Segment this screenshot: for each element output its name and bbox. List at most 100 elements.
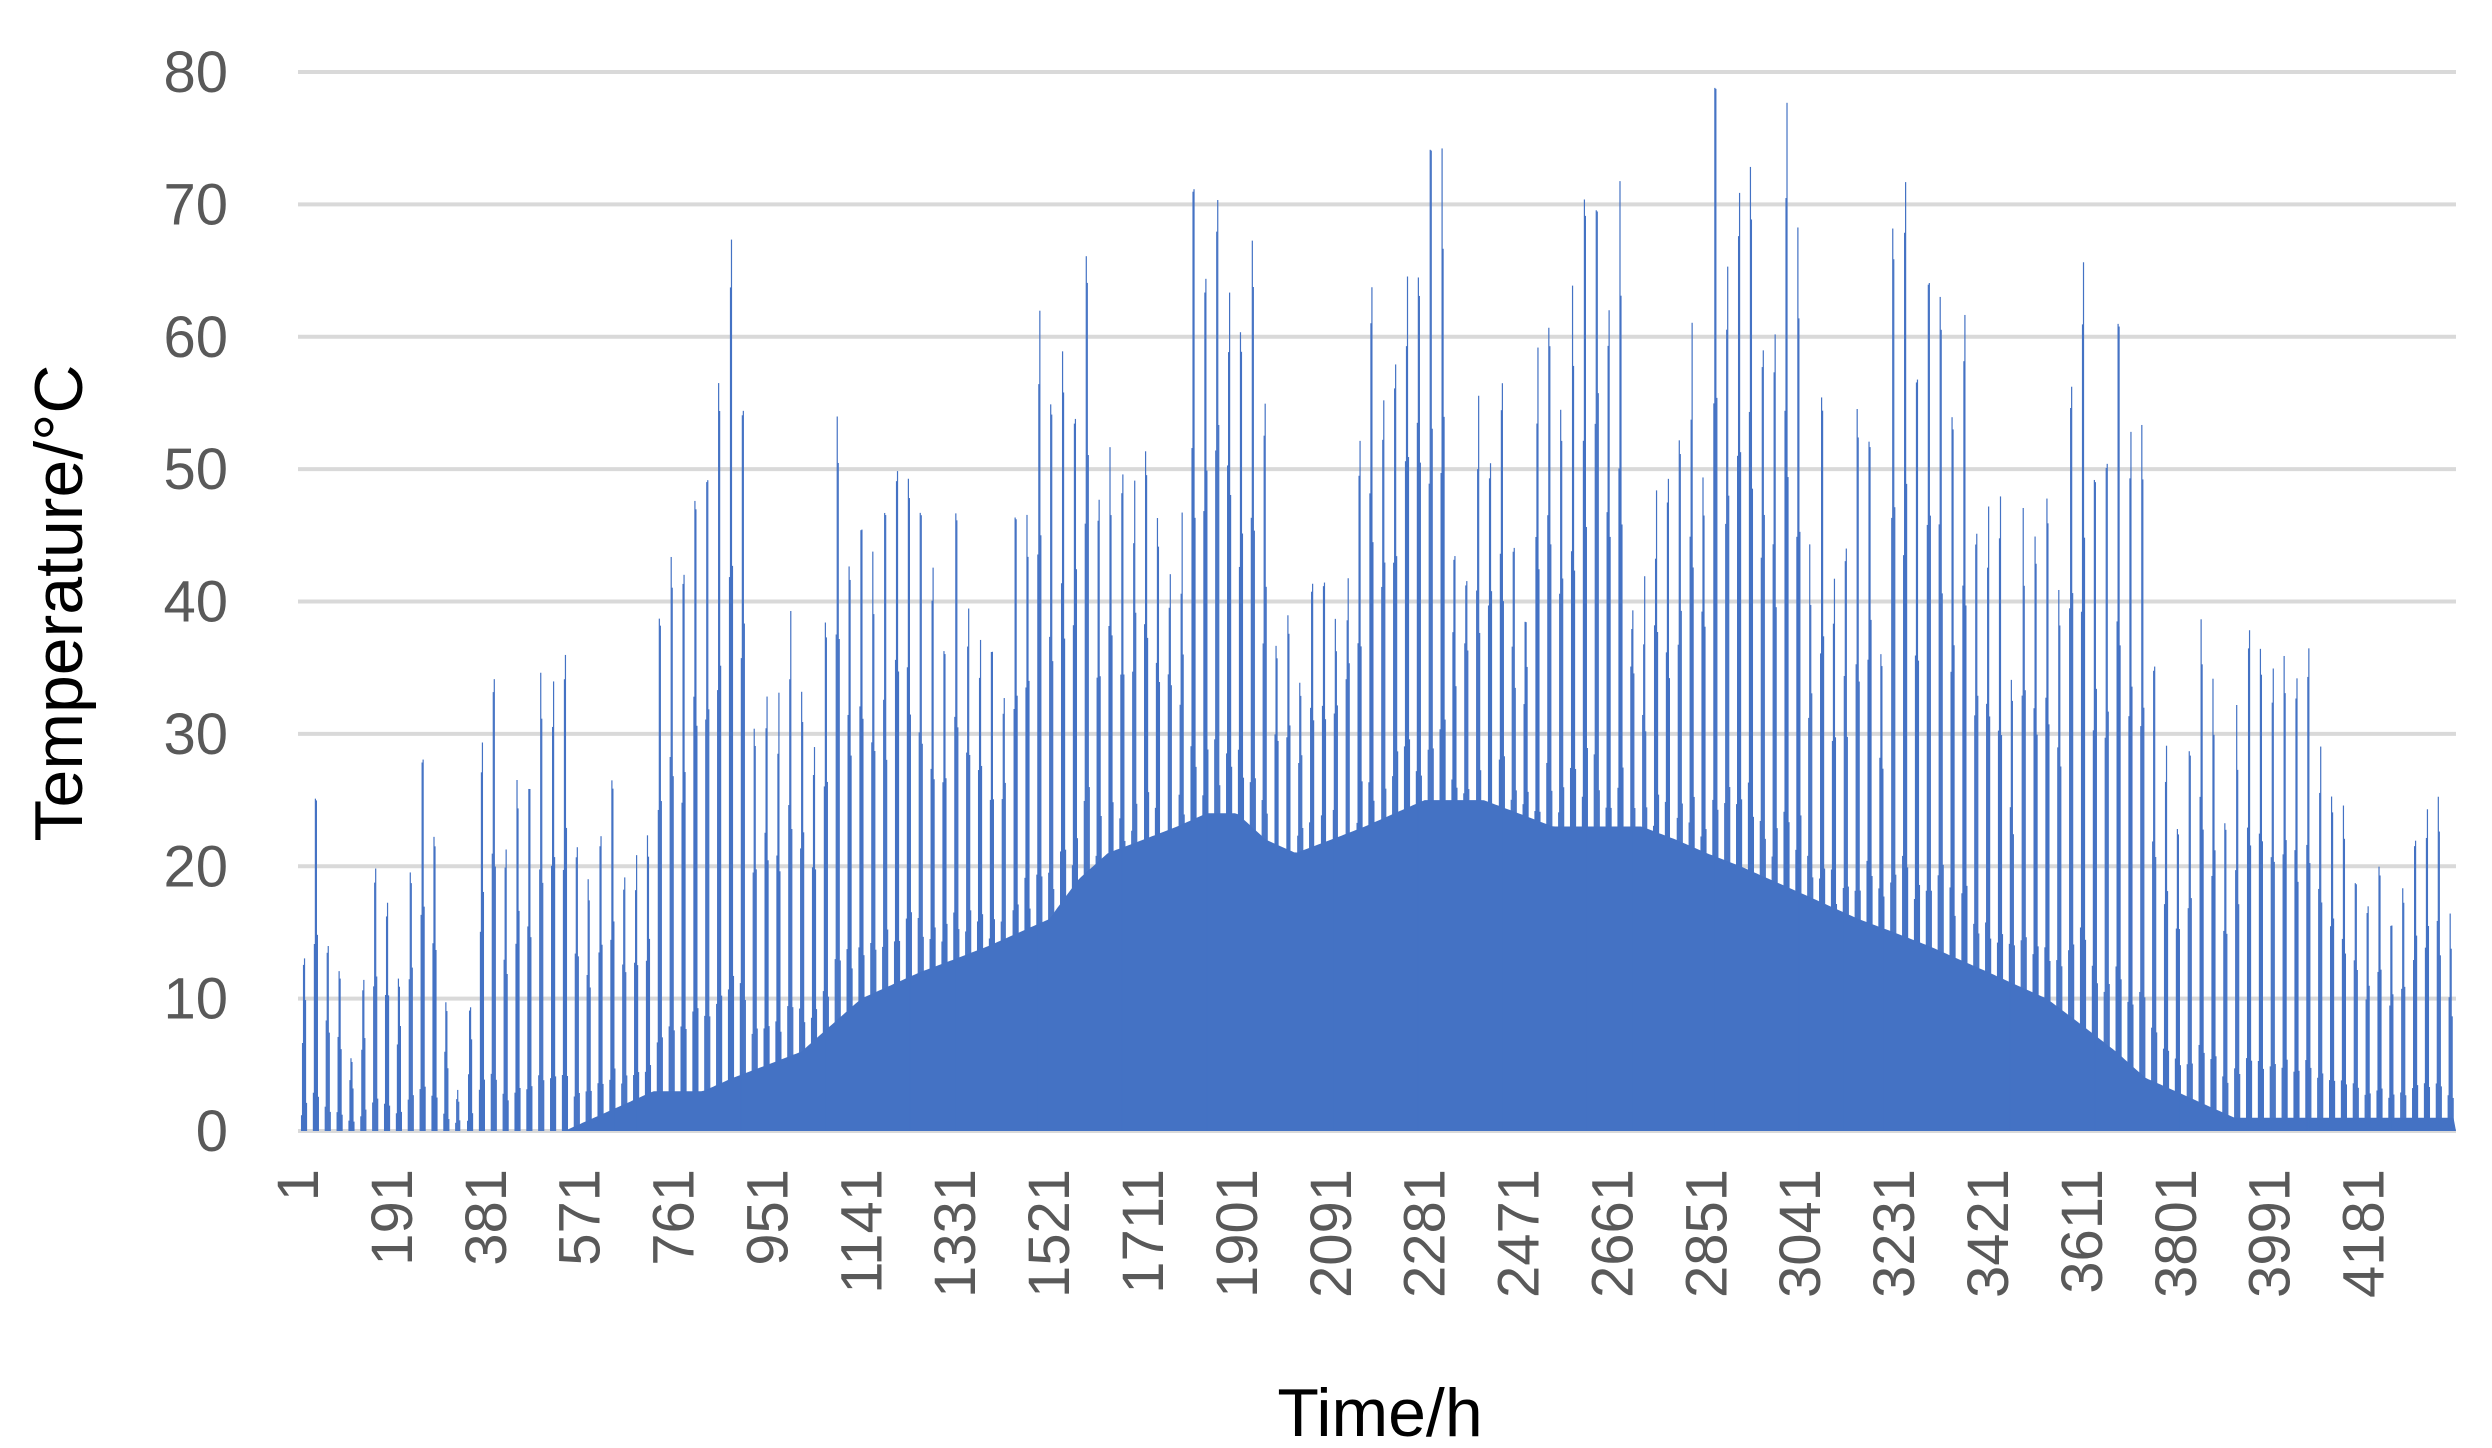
temperature-bar xyxy=(1135,612,1137,1131)
temperature-bar xyxy=(2190,898,2192,1131)
temperature-bar xyxy=(1467,650,1469,1131)
temperature-bar xyxy=(1385,788,1387,1131)
temperature-bar xyxy=(1405,346,1408,1131)
y-tick-label: 20 xyxy=(163,834,228,899)
temperature-bar xyxy=(2128,716,2130,1131)
temperature-bar xyxy=(1608,310,1610,1131)
temperature-bar xyxy=(1598,790,1600,1131)
temperature-bar xyxy=(1074,418,1077,1131)
temperature-bar xyxy=(894,659,897,1131)
temperature-bar xyxy=(1704,626,1706,1131)
temperature-bar xyxy=(2449,913,2451,1131)
temperature-bar xyxy=(1063,638,1066,1131)
temperature-bar xyxy=(1701,611,1703,1131)
x-tick-label: 2091 xyxy=(1299,1169,1364,1298)
temperature-bar xyxy=(2188,751,2190,1131)
temperature-bar xyxy=(326,952,328,1131)
temperature-bar xyxy=(1621,524,1623,1131)
temperature-bar xyxy=(1796,536,1798,1131)
temperature-bar xyxy=(658,618,660,1131)
temperature-bar xyxy=(503,959,505,1131)
temperature-bar xyxy=(1905,182,1907,1132)
temperature-bar xyxy=(1644,576,1646,1131)
temperature-bar xyxy=(2057,747,2059,1131)
temperature-bar xyxy=(2272,668,2274,1131)
temperature-bar xyxy=(1158,682,1161,1131)
temperature-bar xyxy=(2079,927,2082,1131)
y-tick-label: 80 xyxy=(163,40,228,105)
temperature-bar xyxy=(1108,626,1110,1131)
temperature-bar xyxy=(2307,676,2309,1131)
x-tick-label: 2471 xyxy=(1487,1169,1552,1298)
temperature-bar xyxy=(1264,403,1266,1131)
temperature-bar xyxy=(1190,746,1192,1131)
temperature-bar xyxy=(637,1072,640,1131)
temperature-bar xyxy=(837,462,839,1132)
temperature-bar xyxy=(1076,838,1078,1131)
temperature-bar xyxy=(436,1097,438,1131)
temperature-bar xyxy=(396,1044,399,1131)
temperature-bar xyxy=(929,939,931,1131)
temperature-bar xyxy=(1571,285,1574,1131)
temperature-bar xyxy=(1229,494,1232,1131)
temperature-bar xyxy=(1510,799,1512,1131)
temperature-bar xyxy=(887,929,889,1131)
temperature-bar xyxy=(741,415,743,1131)
temperature-bar xyxy=(1834,737,1837,1131)
temperature-bar xyxy=(2009,807,2011,1131)
temperature-bar xyxy=(766,696,768,1131)
temperature-bar xyxy=(1692,567,1694,1131)
temperature-bar xyxy=(2046,498,2048,1131)
temperature-bar xyxy=(1655,490,1658,1131)
temperature-bar xyxy=(2319,792,2321,1131)
temperature-bar xyxy=(1812,877,1814,1131)
temperature-bar xyxy=(1808,717,1810,1131)
temperature-bar xyxy=(1324,719,1327,1131)
temperature-bar xyxy=(1261,800,1263,1131)
temperature-bar xyxy=(1202,795,1204,1131)
temperature-bar xyxy=(467,1120,469,1131)
temperature-bar xyxy=(2084,939,2087,1131)
temperature-bar xyxy=(443,1113,445,1131)
temperature-bar xyxy=(585,1091,587,1131)
temperature-bar xyxy=(562,869,565,1131)
temperature-bar xyxy=(1652,825,1655,1131)
temperature-bar xyxy=(2091,965,2093,1131)
temperature-bar xyxy=(1372,542,1374,1131)
temperature-bar xyxy=(1124,840,1126,1131)
temperature-bar xyxy=(2175,928,2178,1131)
temperature-bar xyxy=(1703,515,1705,1131)
temperature-bar xyxy=(1029,908,1031,1131)
temperature-bar xyxy=(459,1120,461,1131)
temperature-bar xyxy=(1524,621,1526,1131)
temperature-bar xyxy=(863,955,865,1131)
temperature-bar xyxy=(1574,768,1577,1131)
temperature-bar xyxy=(646,835,649,1131)
temperature-bar xyxy=(1205,278,1207,1131)
temperature-bar xyxy=(328,1032,330,1131)
temperature-bar xyxy=(1182,654,1184,1131)
temperature-bar xyxy=(574,953,576,1131)
temperature-bar xyxy=(1146,637,1149,1131)
temperature-bar xyxy=(751,1033,753,1131)
temperature-bar xyxy=(991,651,993,1131)
temperature-bar xyxy=(1549,346,1551,1131)
temperature-bar xyxy=(1891,517,1893,1131)
temperature-bar xyxy=(1226,753,1228,1131)
temperature-bar xyxy=(1916,379,1919,1131)
temperature-bar xyxy=(1002,713,1004,1131)
temperature-bar xyxy=(2081,324,2084,1131)
temperature-bar xyxy=(692,1011,694,1131)
temperature-bar xyxy=(1443,416,1445,1132)
temperature-bar xyxy=(588,900,590,1131)
temperature-bar xyxy=(2094,482,2096,1131)
temperature-bar xyxy=(2450,948,2452,1131)
temperature-bar xyxy=(2174,1058,2177,1131)
temperature-bar xyxy=(2131,686,2133,1131)
temperature-bar xyxy=(1240,351,1243,1131)
temperature-bar xyxy=(791,829,793,1131)
temperature-bar xyxy=(304,1000,307,1131)
temperature-bar xyxy=(1646,807,1648,1131)
temperature-bar xyxy=(1311,591,1313,1131)
temperature-bar xyxy=(1087,455,1089,1131)
